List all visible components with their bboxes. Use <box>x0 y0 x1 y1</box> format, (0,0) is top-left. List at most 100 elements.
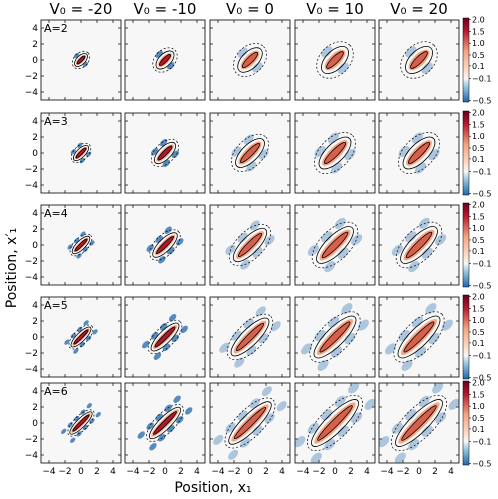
negative-lobe <box>405 231 417 243</box>
contour-outer <box>153 141 177 165</box>
negative-lobe <box>146 244 154 252</box>
negative-lobe <box>405 409 417 421</box>
x-tick-label: 0 <box>416 467 422 477</box>
colorbar-tick-label: −0.1 <box>472 437 491 446</box>
contour-negative <box>306 394 364 452</box>
colorbar-gradient <box>462 380 470 466</box>
negative-lobe <box>246 345 257 356</box>
panel-grid: A=2420−2−4A=3420−2−4A=4420−2−4A=5420−2−4… <box>25 19 460 477</box>
contour-negative <box>69 233 93 257</box>
x-tick-label: 0 <box>332 467 338 477</box>
colorbar-tick-label: 0.1 <box>472 425 485 434</box>
y-tick-label: 0 <box>32 56 38 66</box>
contour-negative <box>150 138 180 168</box>
negative-lobe <box>73 348 79 354</box>
colorbar-tick-label: 1.0 <box>472 132 485 141</box>
density-panel <box>124 112 206 194</box>
row-label: A=4 <box>44 207 68 220</box>
negative-lobe <box>237 232 248 243</box>
negative-lobe <box>142 340 150 349</box>
negative-lobe <box>337 247 349 259</box>
positive-core <box>321 231 349 259</box>
x-tick-label: 2 <box>348 467 354 477</box>
y-tick-label: 4 <box>32 209 38 219</box>
density-panel <box>294 296 376 378</box>
negative-lobe <box>255 306 266 317</box>
contour-outer <box>74 53 88 67</box>
negative-lobe <box>421 247 433 259</box>
negative-lobe <box>414 346 427 358</box>
contour-negative <box>146 404 184 442</box>
negative-lobe <box>185 407 193 415</box>
contour-outer <box>395 399 443 447</box>
column-title: V₀ = 10 <box>306 0 363 18</box>
y-tick-label: −2 <box>25 165 38 175</box>
colorbar-tick-label: 0.1 <box>472 155 485 164</box>
colorbar-tick-label: −0.5 <box>472 373 491 382</box>
positive-core <box>154 326 176 348</box>
colorbar-tick-label: −0.1 <box>472 167 491 176</box>
negative-lobe <box>231 146 242 157</box>
positive-core <box>241 51 259 69</box>
negative-lobe <box>344 332 356 345</box>
contour-negative <box>309 311 361 363</box>
y-tick-label: −2 <box>25 72 38 82</box>
x-tick-label: 2 <box>263 467 269 477</box>
contour-negative <box>70 142 92 164</box>
negative-lobe <box>155 413 163 421</box>
contour-outer <box>150 322 180 352</box>
colorbar-tick-label: −0.1 <box>472 74 491 83</box>
x-axis-label: Position, x₁ <box>174 480 251 496</box>
negative-lobe <box>276 401 287 412</box>
positive-core <box>153 411 177 435</box>
negative-lobe <box>421 62 433 74</box>
negative-lobe <box>314 329 326 342</box>
colorbars: 2.01.51.00.50.1−0.1−0.52.01.51.00.50.1−0… <box>462 16 491 468</box>
colorbar-tick-label: 1.0 <box>472 39 485 48</box>
negative-lobe <box>301 343 313 355</box>
colorbar-tick-label: 0.5 <box>472 236 485 245</box>
density-panel <box>209 19 291 101</box>
row-label: A=5 <box>44 299 68 312</box>
negative-lobe <box>86 403 92 409</box>
positive-core <box>72 414 90 432</box>
negative-lobe <box>246 161 257 172</box>
negative-lobe <box>344 148 356 161</box>
negative-lobe <box>408 261 420 273</box>
column-title: V₀ = 20 <box>390 0 447 18</box>
colorbar-tick-label: 0.5 <box>472 328 485 337</box>
colorbar-tick-label: 0.5 <box>472 51 485 60</box>
y-tick-label: −4 <box>25 181 39 191</box>
x-tick-label: −4 <box>211 467 225 477</box>
x-tick-label: 2 <box>94 467 100 477</box>
y-tick-label: 2 <box>32 133 38 143</box>
colorbar: 2.0 1.5 1.0 0.5 0.1 −0.1 −0.5 <box>462 109 491 198</box>
y-tick-label: 4 <box>32 387 38 397</box>
x-tick-label: −4 <box>42 467 56 477</box>
contour-negative <box>400 41 438 79</box>
positive-core <box>323 141 347 165</box>
contour-outer <box>71 235 91 255</box>
density-panel <box>378 112 460 194</box>
negative-lobe <box>270 321 281 332</box>
colorbar-tick-label: 1.5 <box>472 304 485 313</box>
row-label: A=3 <box>44 115 68 128</box>
contour-outer <box>228 401 272 445</box>
density-panel: −4 −2 0 2 4 <box>378 382 460 477</box>
negative-lobe <box>258 333 269 344</box>
y-tick-label: 0 <box>32 241 38 251</box>
positive-core <box>157 145 173 161</box>
negative-lobe <box>330 162 343 174</box>
density-panel: A=5 4 2 0 −2 −4 <box>25 296 122 378</box>
positive-core <box>235 322 265 352</box>
colorbar-gradient <box>462 294 470 380</box>
negative-lobe <box>252 425 263 436</box>
x-tick-label: −2 <box>227 467 240 477</box>
positive-core <box>410 51 428 69</box>
x-tick-label: 4 <box>194 467 200 477</box>
negative-lobe <box>357 319 369 331</box>
density-panel: A=2 4 2 0 −2 −4 <box>25 19 122 101</box>
colorbar: 2.0 1.5 1.0 0.5 0.1 −0.1 −0.5 <box>462 201 491 290</box>
colorbar-tick-label: −0.1 <box>472 259 491 268</box>
negative-lobe <box>67 244 73 250</box>
